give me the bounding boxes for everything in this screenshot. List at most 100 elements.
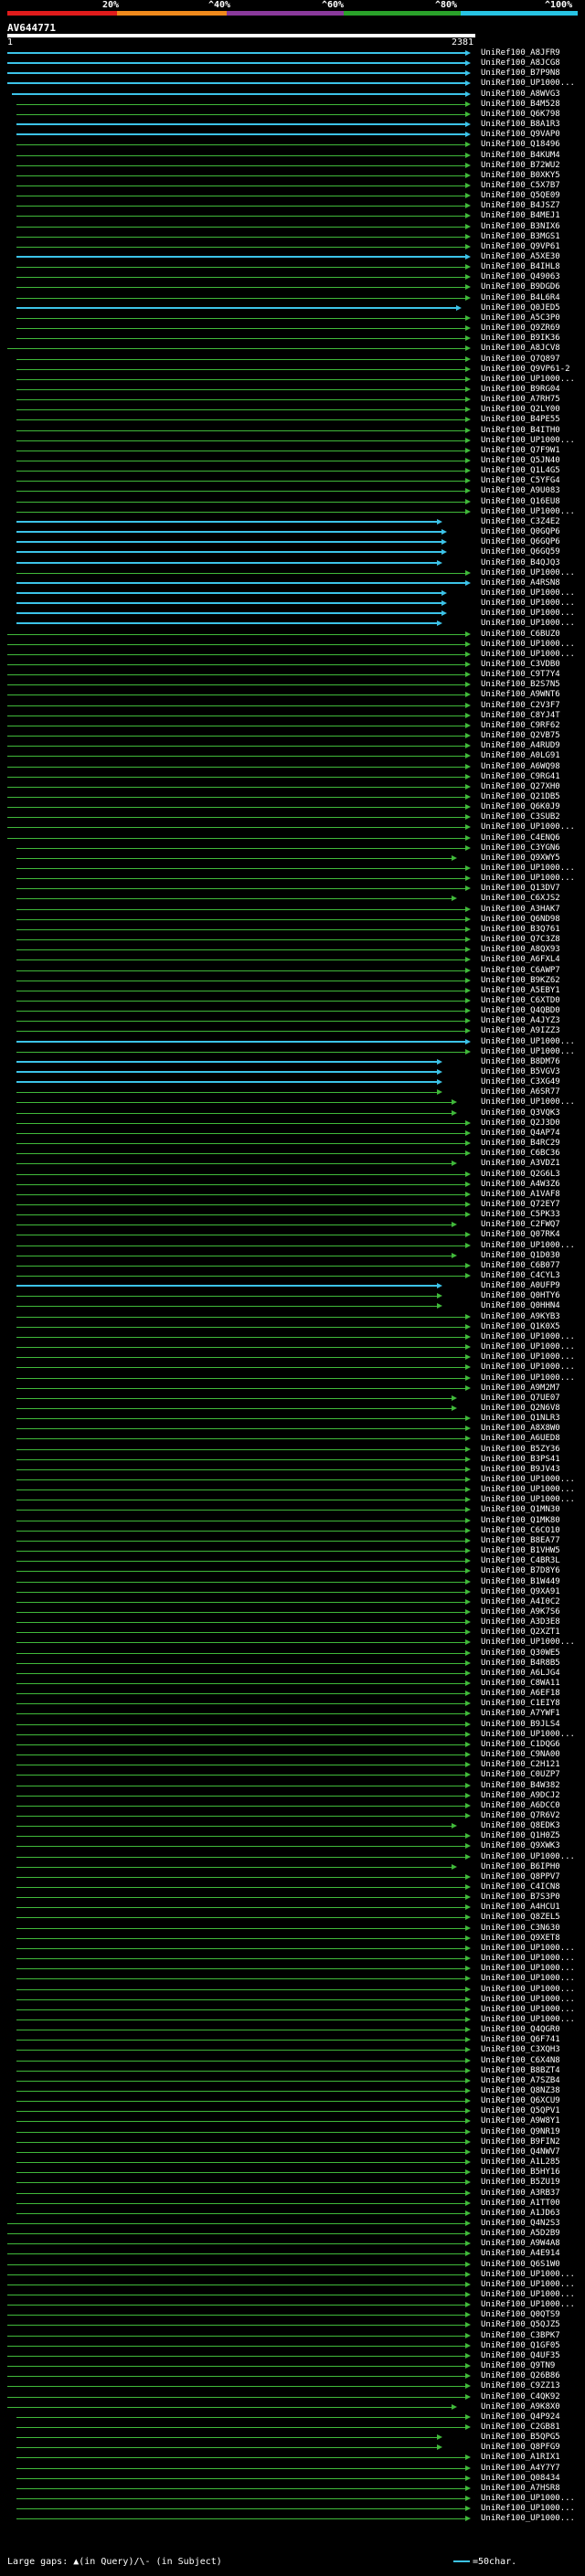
- hit-label[interactable]: UniRef100_UP1000...: [481, 1729, 575, 1739]
- hit-label[interactable]: UniRef100_C9T7Y4: [481, 670, 560, 680]
- hit-row[interactable]: UniRef100_UP1000...: [0, 1047, 585, 1057]
- hit-row[interactable]: UniRef100_C3XG49: [0, 1077, 585, 1087]
- hit-label[interactable]: UniRef100_UP1000...: [481, 1362, 575, 1373]
- hit-row[interactable]: UniRef100_A1TT00: [0, 2199, 585, 2209]
- hit-label[interactable]: UniRef100_A3RB37: [481, 2188, 560, 2198]
- hit-label[interactable]: UniRef100_A1TT00: [481, 2198, 560, 2208]
- hit-label[interactable]: UniRef100_A6FXL4: [481, 955, 560, 965]
- hit-row[interactable]: UniRef100_Q18496: [0, 140, 585, 150]
- hit-row[interactable]: UniRef100_UP1000...: [0, 599, 585, 609]
- hit-row[interactable]: UniRef100_A9KYB3: [0, 1312, 585, 1322]
- hit-row[interactable]: UniRef100_B6IPH0: [0, 1862, 585, 1872]
- hit-label[interactable]: UniRef100_B7D8Y6: [481, 1566, 560, 1576]
- hit-label[interactable]: UniRef100_A8JCG8: [481, 58, 560, 69]
- hit-row[interactable]: UniRef100_A9M2M7: [0, 1383, 585, 1394]
- hit-label[interactable]: UniRef100_C4ICN8: [481, 1882, 560, 1892]
- hit-label[interactable]: UniRef100_Q5QPV1: [481, 2106, 560, 2116]
- hit-row[interactable]: UniRef100_UP1000...: [0, 1954, 585, 1964]
- hit-row[interactable]: UniRef100_Q16EU8: [0, 497, 585, 507]
- hit-row[interactable]: UniRef100_A4I0C2: [0, 1597, 585, 1607]
- hit-row[interactable]: UniRef100_Q6S1W0: [0, 2260, 585, 2270]
- hit-label[interactable]: UniRef100_Q2LY00: [481, 405, 560, 415]
- hit-row[interactable]: UniRef100_Q3VQK3: [0, 1108, 585, 1118]
- hit-row[interactable]: UniRef100_C9RG41: [0, 772, 585, 782]
- hit-label[interactable]: UniRef100_Q6S1W0: [481, 2259, 560, 2269]
- hit-label[interactable]: UniRef100_B3PS41: [481, 1454, 560, 1464]
- hit-label[interactable]: UniRef100_UP1000...: [481, 567, 575, 578]
- hit-label[interactable]: UniRef100_Q6XCU9: [481, 2096, 560, 2106]
- hit-row[interactable]: UniRef100_B9DGD6: [0, 282, 585, 292]
- hit-row[interactable]: UniRef100_Q9VP61-2: [0, 365, 585, 375]
- hit-row[interactable]: UniRef100_A9K8X0: [0, 2402, 585, 2412]
- hit-row[interactable]: UniRef100_B5QPG5: [0, 2433, 585, 2443]
- hit-label[interactable]: UniRef100_A4HCU1: [481, 1903, 560, 1913]
- hit-row[interactable]: UniRef100_A6EF18: [0, 1689, 585, 1699]
- hit-label[interactable]: UniRef100_UP1000...: [481, 1485, 575, 1495]
- hit-row[interactable]: UniRef100_B8BZT4: [0, 2066, 585, 2076]
- hit-label[interactable]: UniRef100_Q8PPV7: [481, 1871, 560, 1882]
- hit-label[interactable]: UniRef100_B9IK36: [481, 334, 560, 344]
- hit-label[interactable]: UniRef100_UP1000...: [481, 2279, 575, 2289]
- hit-label[interactable]: UniRef100_Q18496: [481, 140, 560, 150]
- hit-row[interactable]: UniRef100_Q27XH0: [0, 782, 585, 792]
- hit-row[interactable]: UniRef100_Q30WE5: [0, 1648, 585, 1659]
- hit-row[interactable]: UniRef100_Q6XCU9: [0, 2096, 585, 2106]
- hit-row[interactable]: UniRef100_UP1000...: [0, 1097, 585, 1108]
- hit-row[interactable]: UniRef100_B5VGV3: [0, 1067, 585, 1077]
- hit-row[interactable]: UniRef100_Q13DV7: [0, 884, 585, 894]
- hit-row[interactable]: UniRef100_A6FXL4: [0, 955, 585, 965]
- hit-row[interactable]: UniRef100_A4RUD9: [0, 741, 585, 751]
- hit-label[interactable]: UniRef100_UP1000...: [481, 1954, 575, 1964]
- hit-row[interactable]: UniRef100_C9RF62: [0, 721, 585, 731]
- hit-label[interactable]: UniRef100_UP1000...: [481, 2269, 575, 2279]
- hit-label[interactable]: UniRef100_UP1000...: [481, 1373, 575, 1383]
- hit-row[interactable]: UniRef100_Q1NLR3: [0, 1414, 585, 1424]
- hit-label[interactable]: UniRef100_Q6GQP6: [481, 537, 560, 547]
- hit-label[interactable]: UniRef100_UP1000...: [481, 1097, 575, 1108]
- hit-row[interactable]: UniRef100_UP1000...: [0, 436, 585, 446]
- hit-row[interactable]: UniRef100_B3MGS1: [0, 232, 585, 242]
- hit-row[interactable]: UniRef100_A3HAK7: [0, 905, 585, 915]
- hit-row[interactable]: UniRef100_A7HSR8: [0, 2484, 585, 2494]
- hit-label[interactable]: UniRef100_A4I0C2: [481, 1596, 560, 1606]
- hit-label[interactable]: UniRef100_Q9TN9: [481, 2361, 556, 2371]
- hit-row[interactable]: UniRef100_Q7Q897: [0, 355, 585, 365]
- hit-row[interactable]: UniRef100_B4W382: [0, 1781, 585, 1791]
- hit-label[interactable]: UniRef100_UP1000...: [481, 1495, 575, 1505]
- hit-row[interactable]: UniRef100_A1JD63: [0, 2209, 585, 2219]
- hit-label[interactable]: UniRef100_Q7F9W1: [481, 445, 560, 455]
- hit-label[interactable]: UniRef100_UP1000...: [481, 822, 575, 832]
- hit-label[interactable]: UniRef100_Q07RK4: [481, 1230, 560, 1240]
- hit-label[interactable]: UniRef100_Q21DB5: [481, 791, 560, 801]
- hit-label[interactable]: UniRef100_Q6ND98: [481, 914, 560, 924]
- hit-label[interactable]: UniRef100_Q72EY7: [481, 1199, 560, 1209]
- hit-row[interactable]: UniRef100_Q9XA91: [0, 1587, 585, 1597]
- hit-row[interactable]: UniRef100_C4CYL3: [0, 1271, 585, 1281]
- hit-label[interactable]: UniRef100_B6IPH0: [481, 1861, 560, 1871]
- hit-label[interactable]: UniRef100_A1L285: [481, 2157, 560, 2168]
- hit-row[interactable]: UniRef100_Q4P924: [0, 2412, 585, 2422]
- hit-label[interactable]: UniRef100_UP1000...: [481, 2300, 575, 2310]
- hit-row[interactable]: UniRef100_UP1000...: [0, 1974, 585, 1984]
- hit-label[interactable]: UniRef100_C3XG49: [481, 1077, 560, 1087]
- hit-row[interactable]: UniRef100_Q49063: [0, 272, 585, 282]
- hit-row[interactable]: UniRef100_Q0HTY6: [0, 1291, 585, 1301]
- hit-label[interactable]: UniRef100_C0UZP7: [481, 1770, 560, 1780]
- hit-row[interactable]: UniRef100_Q7F9W1: [0, 446, 585, 456]
- hit-label[interactable]: UniRef100_A1VAF8: [481, 1189, 560, 1199]
- hit-label[interactable]: UniRef100_B4ITH0: [481, 425, 560, 435]
- hit-label[interactable]: UniRef100_A3HAK7: [481, 904, 560, 914]
- hit-row[interactable]: UniRef100_Q7UE07: [0, 1394, 585, 1404]
- hit-row[interactable]: UniRef100_UP1000...: [0, 1241, 585, 1251]
- hit-row[interactable]: UniRef100_Q0GQP6: [0, 527, 585, 537]
- hit-row[interactable]: UniRef100_Q9TN9: [0, 2361, 585, 2371]
- hit-row[interactable]: UniRef100_B3PS41: [0, 1455, 585, 1465]
- hit-label[interactable]: UniRef100_Q13DV7: [481, 884, 560, 894]
- hit-row[interactable]: UniRef100_UP1000...: [0, 2514, 585, 2524]
- hit-label[interactable]: UniRef100_C3VDB0: [481, 660, 560, 669]
- hit-label[interactable]: UniRef100_A8WVG3: [481, 89, 560, 99]
- hit-row[interactable]: UniRef100_C0UZP7: [0, 1770, 585, 1780]
- hit-row[interactable]: UniRef100_A1L285: [0, 2157, 585, 2168]
- hit-label[interactable]: UniRef100_UP1000...: [481, 609, 575, 619]
- hit-row[interactable]: UniRef100_A8QX93: [0, 945, 585, 955]
